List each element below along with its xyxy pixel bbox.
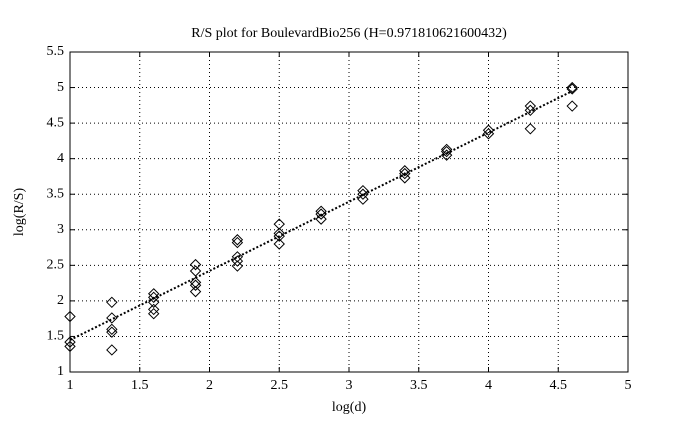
- diamond-marker: [399, 165, 411, 177]
- diamond-marker: [440, 145, 453, 158]
- y-tick-label: 1: [57, 364, 64, 379]
- diamond-marker: [231, 236, 244, 249]
- diamond-marker: [106, 326, 118, 338]
- diamond-marker: [357, 188, 369, 200]
- diamond-marker: [524, 123, 537, 135]
- diamond-marker: [106, 296, 118, 309]
- diamond-marker: [147, 303, 160, 316]
- y-tick-label: 3.5: [47, 186, 65, 201]
- y-tick-label: 5.5: [47, 44, 65, 59]
- diamond-marker: [189, 276, 202, 289]
- diamond-marker: [231, 234, 244, 246]
- x-tick-label: 3.5: [410, 378, 428, 393]
- diamond-marker: [231, 260, 244, 272]
- diamond-marker: [482, 124, 495, 136]
- diamond-marker: [64, 340, 76, 353]
- diamond-marker: [64, 336, 76, 348]
- diamond-marker: [357, 184, 369, 197]
- diamond-marker: [189, 265, 202, 277]
- y-tick-label: 4.5: [47, 115, 65, 130]
- diamond-marker: [189, 279, 202, 291]
- diamond-marker: [64, 310, 76, 323]
- y-tick-label: 2.5: [47, 258, 65, 273]
- diamond-marker: [315, 205, 327, 217]
- diamond-marker: [566, 83, 578, 95]
- diamond-marker: [189, 285, 202, 298]
- fit-line: [69, 90, 573, 341]
- diamond-marker: [315, 208, 327, 220]
- diamond-marker: [231, 255, 244, 267]
- diamond-marker: [524, 100, 537, 112]
- x-tick-label: 4.5: [550, 378, 568, 393]
- diamond-marker: [357, 193, 369, 205]
- diamond-marker: [147, 307, 160, 320]
- x-tick-label: 4: [485, 378, 492, 393]
- diamond-marker: [440, 149, 453, 161]
- chart-title: R/S plot for BoulevardBio256 (H=0.971810…: [191, 26, 507, 41]
- x-tick-label: 5: [625, 378, 632, 393]
- y-tick-label: 5: [57, 80, 64, 95]
- diamond-marker: [106, 323, 118, 336]
- diamond-marker: [440, 143, 453, 156]
- diamond-marker: [273, 218, 285, 230]
- diamond-marker: [189, 258, 202, 271]
- x-tick-label: 2.5: [271, 378, 289, 393]
- diamond-marker: [482, 128, 495, 140]
- diamond-marker: [566, 81, 578, 94]
- y-axis-label: log(R/S): [12, 188, 27, 237]
- x-tick-label: 2: [206, 378, 213, 393]
- y-tick-label: 4: [57, 151, 64, 166]
- diamond-marker: [566, 100, 578, 112]
- diamond-marker: [147, 291, 160, 304]
- x-tick-label: 1: [67, 378, 74, 393]
- y-tick-label: 1.5: [47, 329, 65, 344]
- diamond-marker: [231, 251, 244, 263]
- x-tick-label: 1.5: [131, 378, 149, 393]
- y-tick-label: 3: [57, 222, 64, 237]
- diamond-marker: [273, 238, 285, 250]
- y-tick-label: 2: [57, 293, 64, 308]
- diamond-marker: [106, 312, 118, 324]
- x-axis-label: log(d): [332, 400, 367, 415]
- diamond-marker: [106, 344, 118, 356]
- diamond-marker: [524, 104, 537, 117]
- x-tick-label: 3: [346, 378, 353, 393]
